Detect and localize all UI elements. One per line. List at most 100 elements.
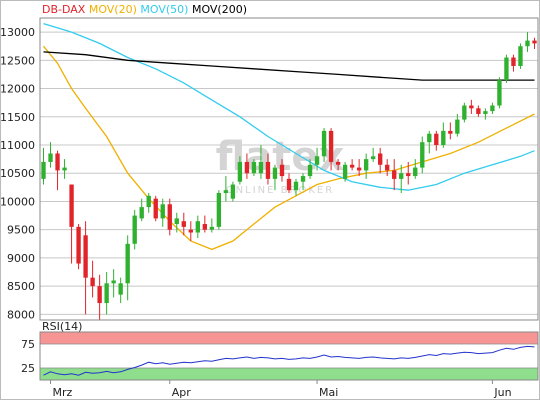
rsi-line — [43, 345, 535, 376]
candle — [300, 173, 306, 191]
candle — [385, 159, 390, 177]
y-tick-label: 11500 — [0, 111, 35, 124]
candle — [378, 147, 383, 174]
candle-body — [349, 164, 355, 168]
candle-body — [167, 204, 172, 230]
candle — [167, 198, 172, 236]
candle — [125, 235, 130, 301]
candle-body — [392, 170, 397, 179]
candle-body — [321, 130, 327, 157]
candle — [62, 159, 67, 179]
candle-body — [265, 161, 271, 179]
candle-body — [83, 235, 88, 278]
candle — [160, 198, 165, 227]
candle-body — [244, 161, 250, 174]
mov20-line — [42, 45, 535, 251]
candle — [209, 218, 215, 233]
candle — [335, 159, 341, 171]
x-tick-label: Jun — [493, 386, 511, 399]
rsi-tick-label: 25 — [21, 362, 35, 375]
price-legend: DB-DAX MOV(20) MOV(50) MOV(200) — [42, 3, 247, 16]
rsi-legend: RSI(14) — [42, 320, 82, 333]
candle — [83, 221, 88, 315]
candle — [490, 102, 495, 114]
rsi-overbought-band — [40, 332, 538, 344]
candle-body — [76, 226, 81, 264]
candle — [349, 159, 355, 171]
candle — [392, 159, 397, 191]
rsi-panel: 25 75 RSI(14) — [21, 320, 539, 381]
candle-body — [497, 80, 502, 106]
candle-body — [181, 221, 186, 227]
candle — [370, 147, 376, 162]
candle — [174, 212, 179, 233]
candle-body — [413, 167, 418, 177]
candle — [420, 136, 425, 174]
rsi-series-line — [43, 345, 535, 376]
candle-body — [251, 161, 257, 174]
candle-body — [48, 153, 53, 162]
candle — [441, 122, 446, 148]
y-tick-label: 8500 — [7, 280, 35, 293]
candle-body — [441, 130, 446, 146]
candle-body — [399, 173, 404, 179]
y-tick-label: 9500 — [7, 224, 35, 237]
candle — [455, 113, 460, 137]
candle — [258, 145, 264, 179]
rsi-oversold-band — [40, 368, 538, 380]
candle — [48, 142, 53, 168]
price-y-tick-labels: 8000 8500 9000 9500 10000 10500 11000 11500 1200… — [0, 26, 35, 321]
x-tick-label: Apr — [172, 386, 192, 399]
candle — [363, 153, 369, 179]
rsi-tick-label: 75 — [21, 338, 35, 351]
candle — [399, 164, 404, 193]
candle-body — [286, 178, 292, 191]
candle-body — [216, 192, 222, 227]
candle-body — [146, 195, 151, 208]
candle-body — [300, 176, 306, 182]
candle-body — [118, 283, 123, 295]
moving-average-lines — [42, 22, 535, 251]
candle — [181, 212, 186, 236]
mov200-line — [43, 51, 535, 81]
candle — [202, 215, 208, 233]
rsi-legend-label: RSI(14) — [42, 320, 82, 333]
candle-body — [314, 156, 320, 165]
price-panel: flatex ONLINE BROKER 8000850090009500100… — [0, 3, 539, 321]
candle-body — [62, 167, 67, 171]
watermark-tagline: ONLINE BROKER — [226, 185, 334, 196]
candle-body — [104, 283, 109, 304]
candle-body — [370, 156, 376, 160]
candle — [41, 147, 46, 185]
candle — [188, 221, 193, 241]
candle — [307, 159, 313, 179]
candle — [153, 195, 158, 222]
price-panel-frame — [39, 17, 539, 321]
y-tick-label: 11000 — [0, 139, 35, 152]
candle — [118, 277, 123, 304]
candle — [342, 161, 348, 182]
candle-body — [279, 164, 285, 177]
candle-body — [385, 164, 390, 171]
candle — [76, 224, 81, 270]
candle-body — [476, 108, 481, 114]
candle-body — [174, 218, 179, 225]
candle-body — [223, 190, 229, 193]
candle-body — [462, 105, 467, 120]
candle-body — [230, 184, 236, 199]
candle-body — [90, 277, 95, 287]
candle-body — [139, 207, 144, 219]
candle-body — [111, 280, 116, 284]
candle-body — [307, 164, 313, 177]
candle-body — [483, 111, 488, 114]
candle-body — [342, 164, 348, 179]
candle — [321, 128, 327, 162]
candle-body — [511, 57, 516, 66]
candle — [195, 215, 200, 239]
price-legend-text: DB-DAX MOV(20) MOV(50) MOV(200) — [42, 3, 247, 16]
candle — [462, 102, 467, 123]
candle — [518, 43, 523, 69]
y-tick-label: 9000 — [7, 252, 35, 265]
y-tick-label: 10500 — [0, 167, 35, 180]
